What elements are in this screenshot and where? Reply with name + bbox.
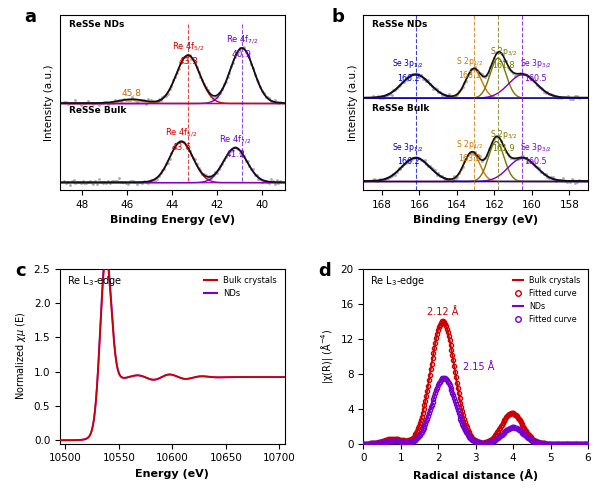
Text: d: d: [319, 262, 331, 280]
Text: 161.9: 161.9: [493, 144, 515, 153]
Text: ReSSe NDs: ReSSe NDs: [69, 20, 124, 29]
Legend: Bulk crystals, Fitted curve, NDs, Fitted curve: Bulk crystals, Fitted curve, NDs, Fitted…: [510, 273, 584, 327]
Y-axis label: |χ(R)| (Å$^{-4}$): |χ(R)| (Å$^{-4}$): [319, 328, 335, 384]
Text: Re 4f$_{5/2}$: Re 4f$_{5/2}$: [172, 40, 205, 53]
X-axis label: Binding Energy (eV): Binding Energy (eV): [413, 215, 538, 225]
Text: 161.8: 161.8: [493, 61, 515, 70]
Text: S 2p$_{1/2}$: S 2p$_{1/2}$: [455, 138, 482, 151]
Text: c: c: [15, 262, 26, 280]
Y-axis label: Normalized $\chi$$\mu$ (E): Normalized $\chi$$\mu$ (E): [14, 312, 28, 400]
Text: 160.5: 160.5: [524, 73, 547, 83]
Text: Re 4f$_{7/2}$: Re 4f$_{7/2}$: [226, 33, 259, 46]
X-axis label: Energy (eV): Energy (eV): [136, 469, 209, 479]
Text: 160.5: 160.5: [524, 157, 547, 166]
Text: S 2p$_{3/2}$: S 2p$_{3/2}$: [490, 128, 517, 141]
Text: ReSSe NDs: ReSSe NDs: [373, 20, 428, 29]
Text: 2.12 Å: 2.12 Å: [427, 307, 458, 317]
Text: 40.9: 40.9: [232, 50, 252, 59]
Text: a: a: [24, 8, 36, 26]
X-axis label: Radical distance (Å): Radical distance (Å): [413, 469, 538, 481]
Text: Re 4f$_{7/2}$: Re 4f$_{7/2}$: [219, 133, 251, 146]
Y-axis label: Intensity (a.u.): Intensity (a.u.): [348, 64, 358, 141]
Text: 163.1: 163.1: [458, 71, 481, 80]
Text: Re 4f$_{5/2}$: Re 4f$_{5/2}$: [165, 127, 197, 140]
Text: Se 3p$_{3/2}$: Se 3p$_{3/2}$: [520, 141, 551, 154]
Text: ReSSe Bulk: ReSSe Bulk: [373, 104, 430, 113]
Y-axis label: Intensity (a.u.): Intensity (a.u.): [44, 64, 55, 141]
Legend: Bulk crystals, NDs: Bulk crystals, NDs: [201, 273, 281, 302]
Text: 2.15 Å: 2.15 Å: [463, 362, 494, 372]
Text: Re L$_3$-edge: Re L$_3$-edge: [370, 274, 425, 288]
Text: 43.6: 43.6: [172, 143, 191, 152]
Text: 41.2: 41.2: [226, 150, 245, 159]
Text: 166.2: 166.2: [397, 73, 419, 83]
Text: 166.2: 166.2: [397, 157, 419, 166]
Text: 45.8: 45.8: [122, 89, 142, 98]
Text: 43.3: 43.3: [178, 57, 198, 66]
Text: 163.2: 163.2: [458, 154, 481, 163]
Text: Se 3p$_{1/2}$: Se 3p$_{1/2}$: [392, 141, 424, 154]
Text: Se 3p$_{1/2}$: Se 3p$_{1/2}$: [392, 58, 424, 70]
Text: S 2p$_{1/2}$: S 2p$_{1/2}$: [455, 55, 482, 68]
Text: S 2p$_{3/2}$: S 2p$_{3/2}$: [490, 45, 517, 58]
Text: Re L$_3$-edge: Re L$_3$-edge: [67, 274, 122, 288]
Text: Se 3p$_{3/2}$: Se 3p$_{3/2}$: [520, 58, 551, 70]
Text: b: b: [332, 8, 345, 26]
X-axis label: Binding Energy (eV): Binding Energy (eV): [110, 215, 235, 225]
Text: ReSSe Bulk: ReSSe Bulk: [69, 106, 127, 115]
